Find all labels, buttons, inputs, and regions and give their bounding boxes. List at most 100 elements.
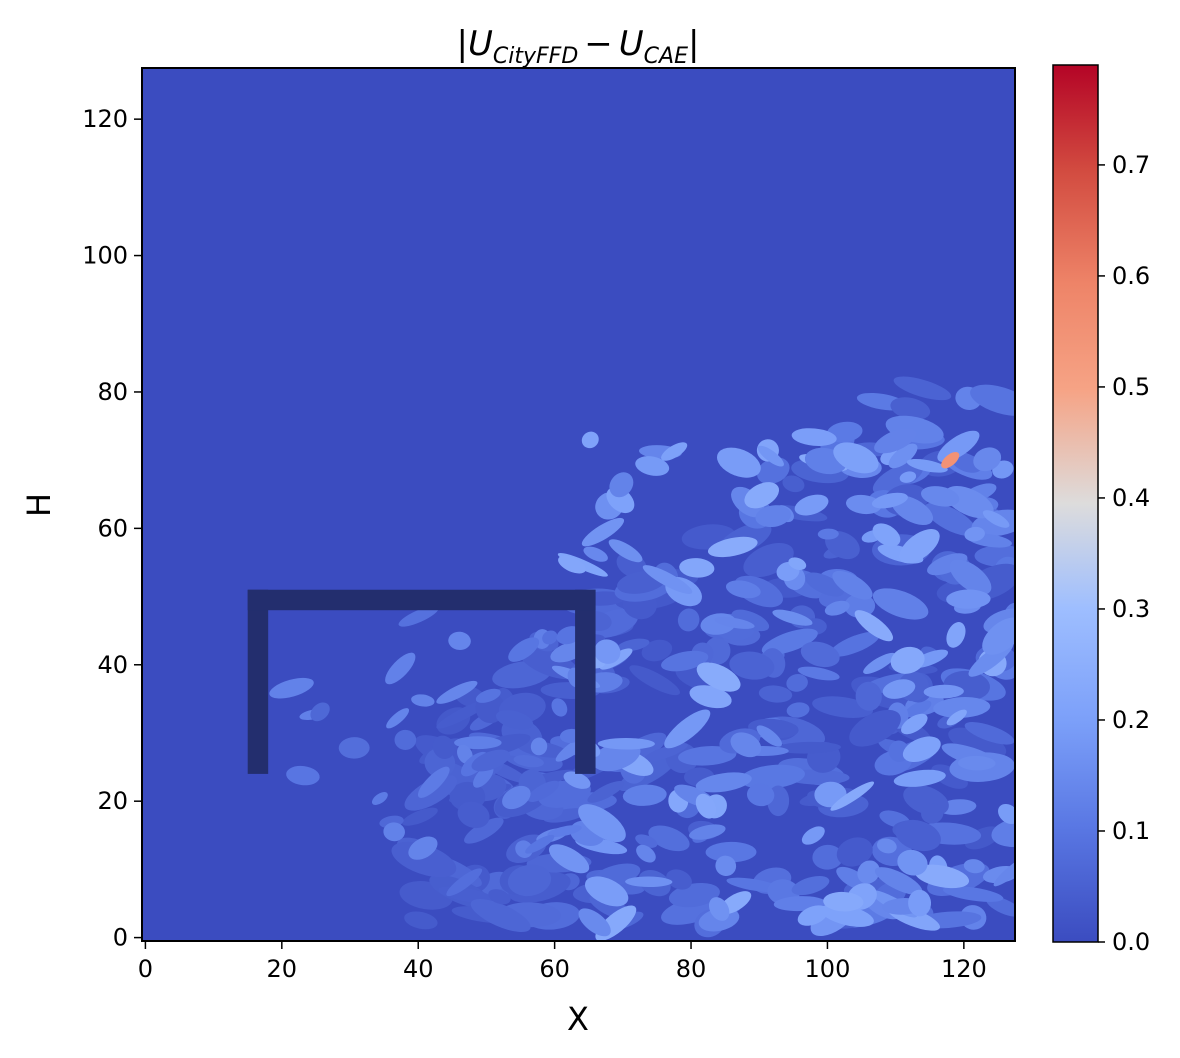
heatmap-cell	[797, 905, 829, 926]
heatmap-cell	[578, 804, 626, 843]
heatmap-cell	[804, 572, 845, 597]
colorbar-ticks: 0.0 0.1 0.2 0.3 0.4 0.5 0.6 0.7	[1098, 151, 1150, 956]
heatmap-cell	[756, 725, 782, 747]
heatmap-cell	[817, 528, 839, 540]
heatmap-cell	[507, 864, 552, 897]
heatmap-cell	[448, 631, 471, 650]
y-tick-label: 40	[97, 651, 128, 679]
heatmap-cell	[761, 628, 818, 655]
heatmap-cell	[963, 859, 985, 874]
heatmap-cell	[408, 836, 438, 860]
heatmap-cell	[921, 803, 944, 824]
heatmap-cell	[664, 709, 711, 749]
heatmap-cell	[937, 430, 980, 463]
heatmap-cell	[823, 891, 864, 912]
heatmap-cell	[946, 589, 991, 609]
heatmap-cell	[446, 868, 483, 897]
heatmap-cell	[782, 475, 805, 493]
x-tick-label: 60	[539, 955, 570, 983]
heatmap-cell	[548, 844, 590, 874]
heatmap-cell	[854, 610, 894, 642]
colorbar-tick-label: 0.3	[1112, 595, 1150, 623]
title-u2: U	[619, 24, 644, 64]
heatmap-cell	[740, 764, 805, 789]
x-tick-label: 100	[805, 955, 851, 983]
heatmap-cell	[609, 472, 634, 498]
heatmap-cell	[457, 801, 490, 829]
heatmap-cell	[679, 558, 715, 578]
heatmap-cell	[707, 536, 758, 558]
title-u1: U	[468, 24, 493, 64]
heatmap-cell	[901, 713, 928, 735]
heatmap-cell	[844, 593, 876, 618]
heatmap-cell	[775, 741, 842, 754]
heatmap-cell	[993, 854, 1015, 887]
heatmap-cell	[432, 735, 455, 759]
heatmap-cell	[730, 732, 762, 758]
heatmap-cell	[470, 899, 531, 933]
heatmap-cell	[829, 631, 880, 657]
heatmap-cell	[286, 765, 320, 786]
heatmap-cell	[525, 834, 555, 854]
y-tick-label: 0	[113, 924, 128, 952]
heatmap-cell	[788, 557, 807, 570]
heatmap-cell	[383, 822, 405, 842]
heatmap-cell	[642, 565, 693, 594]
heatmap-cell	[927, 553, 968, 576]
heatmap-cell	[863, 652, 896, 675]
x-tick-label: 40	[403, 955, 434, 983]
y-tick-label: 120	[82, 105, 128, 133]
heatmap-cell	[902, 736, 941, 762]
title-minus: −	[584, 24, 613, 64]
heatmap-cell	[508, 637, 540, 662]
heatmap-cell	[677, 608, 700, 632]
x-tick-label: 0	[138, 955, 153, 983]
heatmap-cell	[908, 889, 932, 917]
x-tick-label: 120	[941, 955, 987, 983]
heatmap-cell	[890, 397, 931, 420]
heatmap-cell	[964, 526, 985, 542]
heatmap-cell	[666, 869, 692, 890]
heatmap-cell	[849, 709, 901, 747]
heatmap-cell	[371, 792, 388, 805]
heatmap-cell	[899, 471, 917, 483]
heatmap-cell	[338, 737, 370, 759]
heatmap-cell	[832, 570, 873, 600]
heatmap-cell	[801, 826, 825, 845]
heatmap-cell	[797, 666, 840, 681]
obstacle-top-wall	[247, 589, 596, 611]
heatmap-cell	[890, 646, 925, 674]
heatmap-cell	[794, 494, 829, 516]
heatmap-cell	[772, 609, 813, 626]
heatmap-cell	[800, 641, 840, 668]
heatmap-cell	[269, 677, 314, 699]
heatmap-cell	[625, 876, 673, 888]
heatmap-cell	[385, 652, 416, 685]
heatmap-cell	[391, 841, 457, 878]
heatmap-cell	[893, 376, 952, 401]
heatmap-cell	[464, 817, 504, 844]
title-bar-right: |	[688, 24, 699, 64]
heatmap-cell	[473, 765, 494, 788]
heatmap-cell	[941, 452, 960, 469]
heatmap-cell	[904, 700, 932, 718]
heatmap-cell	[888, 443, 918, 469]
heatmap-cell	[874, 428, 917, 454]
heatmap-cell	[998, 803, 1015, 825]
heatmap-cell	[705, 841, 757, 863]
heatmap-cell	[942, 886, 1004, 902]
heatmap-cell	[471, 749, 510, 772]
heatmap-cell	[708, 897, 730, 921]
obstacle-left-wall	[247, 589, 269, 774]
heatmap-cell	[527, 780, 560, 802]
heatmap-cell	[310, 702, 330, 722]
heatmap-cell	[470, 733, 531, 758]
heatmap-cell	[755, 505, 791, 528]
heatmap-cell	[931, 764, 968, 789]
heatmap-cell	[543, 808, 587, 823]
y-axis-ticks: 0 20 40 60 80 100 120	[82, 105, 142, 952]
heatmap-cell	[744, 482, 780, 509]
heatmap-cell	[629, 665, 680, 696]
heatmap-cell	[949, 559, 992, 595]
heatmap-cell	[581, 431, 599, 449]
